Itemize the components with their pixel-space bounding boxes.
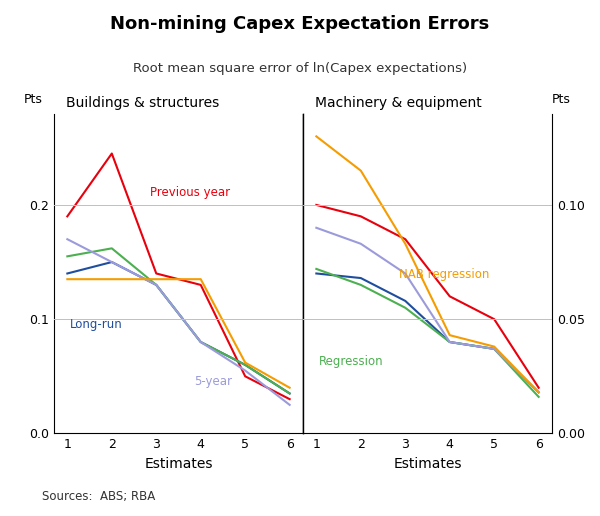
Text: Non-mining Capex Expectation Errors: Non-mining Capex Expectation Errors — [110, 15, 490, 34]
Text: Buildings & structures: Buildings & structures — [67, 95, 220, 109]
X-axis label: Estimates: Estimates — [393, 457, 462, 471]
Text: Regression: Regression — [319, 355, 383, 368]
Text: 5-year: 5-year — [194, 376, 232, 389]
X-axis label: Estimates: Estimates — [144, 457, 213, 471]
Text: Pts: Pts — [551, 93, 571, 106]
Text: NAB regression: NAB regression — [398, 268, 489, 281]
Text: Sources:  ABS; RBA: Sources: ABS; RBA — [42, 490, 155, 503]
Text: Machinery & equipment: Machinery & equipment — [316, 95, 482, 109]
Text: Previous year: Previous year — [149, 186, 230, 199]
Text: Long-run: Long-run — [70, 318, 122, 331]
Text: Root mean square error of ln(Capex expectations): Root mean square error of ln(Capex expec… — [133, 62, 467, 75]
Text: Pts: Pts — [23, 93, 43, 106]
